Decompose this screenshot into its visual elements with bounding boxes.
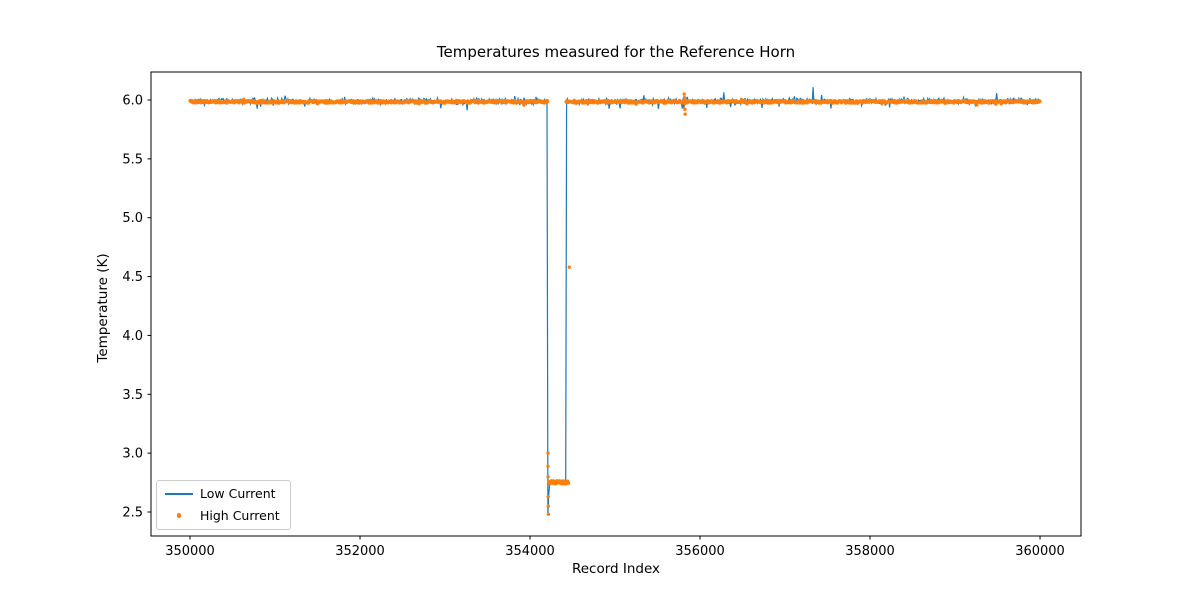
y-tick-label: 5.5 [122, 152, 143, 167]
x-axis-label: Record Index [571, 561, 661, 577]
tick-labels: 350000 352000 354000 356000 358000 360000 2.5 3… [122, 94, 1065, 559]
x-tick-label: 360000 [1015, 544, 1065, 559]
high-current-marker-swatch [176, 513, 182, 518]
plot-border [150, 71, 1082, 537]
legend-label-low-current: Low Current [200, 486, 276, 501]
legend-label-high-current: High Current [200, 507, 280, 523]
high-current-points [188, 92, 1042, 516]
x-tick-label: 358000 [845, 544, 895, 559]
legend: Low Current High Current [156, 480, 291, 531]
high-current-marker-sample [165, 510, 193, 520]
legend-item-low-current: Low Current [165, 486, 280, 502]
y-tick-label: 3.0 [122, 447, 143, 462]
x-tick-label: 356000 [675, 544, 725, 559]
low-current-line-swatch [165, 492, 193, 495]
y-tick-label: 2.5 [122, 505, 143, 520]
axes [147, 71, 1082, 540]
y-tick-label: 4.0 [122, 329, 143, 344]
low-current-line-sample [165, 489, 193, 499]
y-tick-label: 4.5 [122, 270, 143, 285]
y-tick-label: 3.5 [122, 388, 143, 403]
chart-title: Temperatures measured for the Reference … [436, 43, 796, 61]
legend-item-high-current: High Current [165, 508, 280, 524]
x-tick-label: 352000 [335, 544, 385, 559]
y-tick-label: 5.0 [122, 211, 143, 226]
x-tick-label: 350000 [165, 544, 215, 559]
x-tick-label: 354000 [505, 544, 555, 559]
low-current-line [189, 87, 1041, 515]
y-tick-label: 6.0 [122, 94, 143, 109]
plot-data [188, 87, 1042, 516]
